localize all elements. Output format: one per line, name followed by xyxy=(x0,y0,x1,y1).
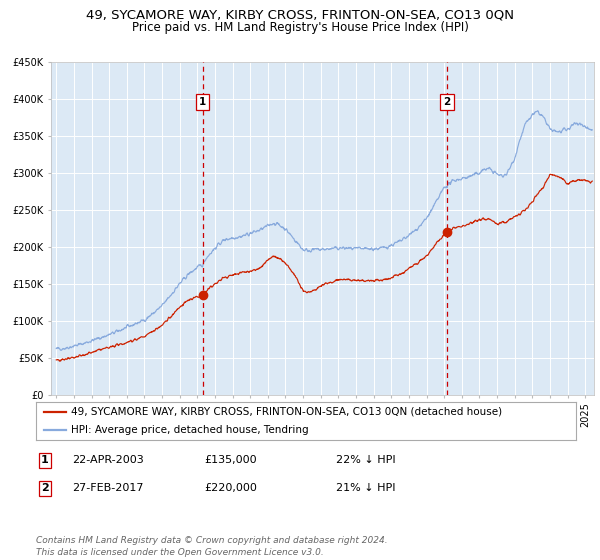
Text: 21% ↓ HPI: 21% ↓ HPI xyxy=(336,483,395,493)
Text: 2: 2 xyxy=(41,483,49,493)
Text: 49, SYCAMORE WAY, KIRBY CROSS, FRINTON-ON-SEA, CO13 0QN (detached house): 49, SYCAMORE WAY, KIRBY CROSS, FRINTON-O… xyxy=(71,407,502,417)
Text: 22% ↓ HPI: 22% ↓ HPI xyxy=(336,455,395,465)
Text: Contains HM Land Registry data © Crown copyright and database right 2024.
This d: Contains HM Land Registry data © Crown c… xyxy=(36,536,388,557)
Text: £135,000: £135,000 xyxy=(204,455,257,465)
Text: HPI: Average price, detached house, Tendring: HPI: Average price, detached house, Tend… xyxy=(71,425,309,435)
Text: 49, SYCAMORE WAY, KIRBY CROSS, FRINTON-ON-SEA, CO13 0QN: 49, SYCAMORE WAY, KIRBY CROSS, FRINTON-O… xyxy=(86,8,514,21)
Text: Price paid vs. HM Land Registry's House Price Index (HPI): Price paid vs. HM Land Registry's House … xyxy=(131,21,469,34)
Text: 1: 1 xyxy=(199,96,206,106)
Text: 1: 1 xyxy=(41,455,49,465)
Text: £220,000: £220,000 xyxy=(204,483,257,493)
Text: 2: 2 xyxy=(443,96,451,106)
Text: 27-FEB-2017: 27-FEB-2017 xyxy=(72,483,143,493)
Text: 22-APR-2003: 22-APR-2003 xyxy=(72,455,144,465)
